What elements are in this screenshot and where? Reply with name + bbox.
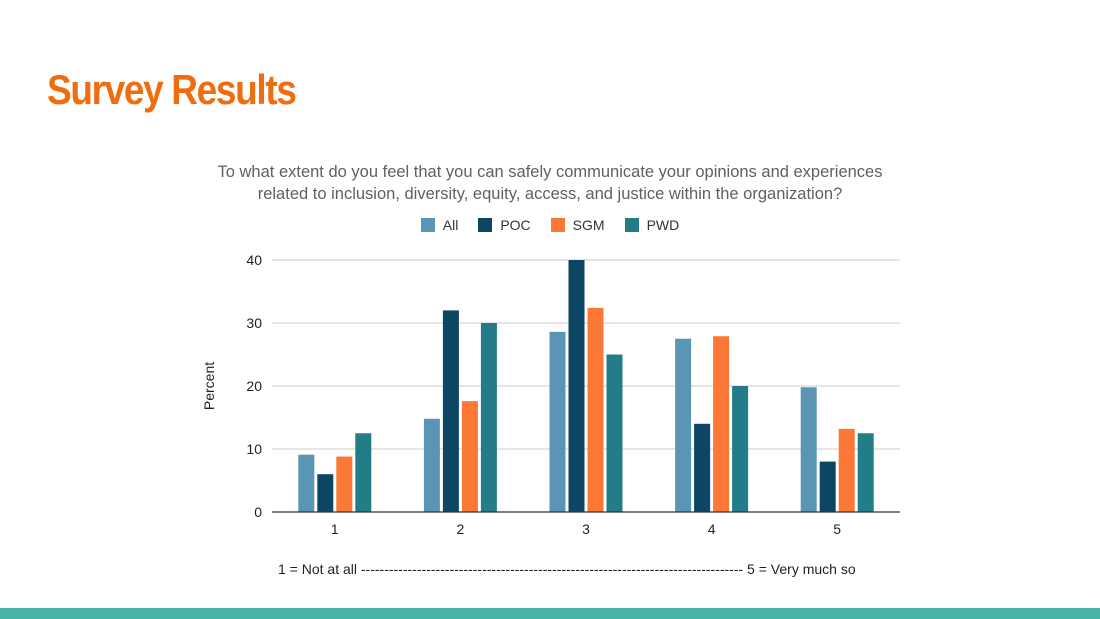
legend-item-poc: POC xyxy=(478,217,531,233)
bar-all-3 xyxy=(549,331,566,512)
scale-note: 1 = Not at all -------------------------… xyxy=(278,561,856,577)
bar-sgm-4 xyxy=(713,336,730,512)
chart-legend: All POC SGM PWD xyxy=(0,217,1100,233)
x-tick-label: 3 xyxy=(582,521,590,537)
y-tick-label: 10 xyxy=(246,441,262,457)
slide-title: Survey Results xyxy=(47,66,297,113)
legend-label: All xyxy=(442,217,459,233)
bar-pwd-1 xyxy=(355,433,372,512)
legend-swatch xyxy=(624,218,639,232)
bar-poc-4 xyxy=(694,423,711,512)
bar-sgm-3 xyxy=(587,307,604,512)
chart-title: To what extent do you feel that you can … xyxy=(150,161,950,205)
bar-sgm-5 xyxy=(838,428,855,512)
bar-pwd-2 xyxy=(480,323,497,512)
bar-sgm-1 xyxy=(336,456,353,512)
y-tick-label: 20 xyxy=(246,378,262,394)
legend-item-sgm: SGM xyxy=(550,217,605,233)
legend-label: PWD xyxy=(646,217,680,233)
chart-title-line-2: related to inclusion, diversity, equity,… xyxy=(257,185,843,203)
bar-all-2 xyxy=(423,418,440,512)
legend-item-pwd: PWD xyxy=(624,217,680,233)
legend-swatch xyxy=(478,218,493,232)
bar-poc-3 xyxy=(568,260,585,512)
bar-pwd-5 xyxy=(857,433,874,512)
footer-bar xyxy=(0,608,1100,619)
bar-all-5 xyxy=(800,387,817,512)
x-tick-label: 4 xyxy=(708,521,716,537)
y-tick-label: 30 xyxy=(246,315,262,331)
bar-poc-5 xyxy=(819,461,836,512)
legend-swatch xyxy=(420,218,435,232)
x-tick-label: 2 xyxy=(457,521,465,537)
x-tick-label: 5 xyxy=(833,521,841,537)
legend-item-all: All xyxy=(420,217,459,233)
y-tick-label: 40 xyxy=(246,252,262,268)
y-tick-label: 0 xyxy=(254,504,262,520)
bar-all-4 xyxy=(675,338,692,512)
bar-poc-1 xyxy=(317,474,334,512)
legend-label: SGM xyxy=(572,217,605,233)
legend-swatch xyxy=(550,218,565,232)
bar-sgm-2 xyxy=(461,401,478,512)
chart-title-line-1: To what extent do you feel that you can … xyxy=(217,163,883,181)
bar-pwd-3 xyxy=(606,354,623,512)
y-axis-title: Percent xyxy=(201,362,217,410)
bar-all-1 xyxy=(298,454,315,512)
legend-label: POC xyxy=(500,217,531,233)
x-tick-label: 1 xyxy=(331,521,339,537)
bar-pwd-4 xyxy=(732,386,749,512)
bar-poc-2 xyxy=(442,310,459,512)
